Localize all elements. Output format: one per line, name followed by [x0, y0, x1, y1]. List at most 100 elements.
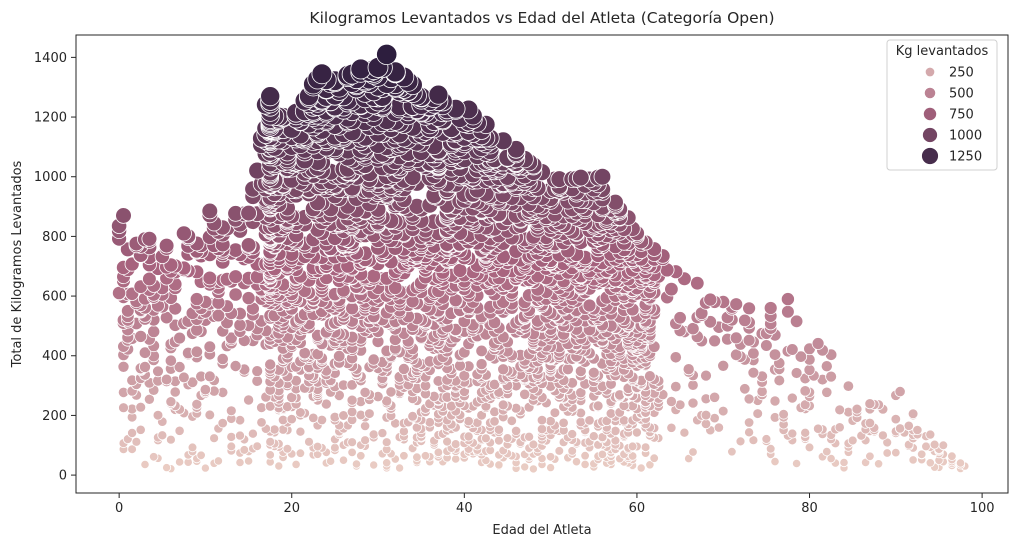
data-point — [229, 359, 242, 372]
data-point — [442, 436, 453, 447]
data-point — [497, 363, 510, 376]
data-point — [644, 370, 656, 383]
data-point — [169, 386, 181, 398]
data-point — [787, 428, 798, 439]
data-point — [506, 415, 518, 427]
data-point — [191, 398, 203, 410]
data-point — [395, 463, 405, 473]
legend-marker — [925, 67, 935, 77]
data-point — [367, 353, 380, 366]
data-point — [134, 329, 148, 343]
data-point — [713, 422, 725, 433]
data-point — [308, 412, 319, 424]
data-point — [165, 396, 177, 408]
data-point — [196, 450, 206, 461]
y-tick-label: 400 — [42, 349, 67, 364]
data-point — [143, 393, 155, 405]
data-point — [376, 43, 398, 66]
data-point — [173, 360, 186, 373]
data-point — [580, 459, 590, 469]
data-point — [743, 417, 755, 428]
data-point — [891, 447, 901, 458]
data-point — [769, 395, 781, 407]
data-point — [202, 270, 218, 286]
data-point — [369, 460, 379, 470]
data-point — [463, 415, 474, 427]
data-point — [763, 301, 778, 315]
data-point — [347, 447, 357, 458]
data-point — [225, 405, 237, 417]
data-point — [686, 322, 700, 336]
data-point — [703, 292, 718, 307]
data-point — [800, 427, 811, 438]
data-point — [729, 331, 743, 345]
data-point — [877, 430, 888, 441]
data-point — [664, 282, 679, 297]
data-point — [475, 344, 488, 358]
data-point — [864, 398, 876, 410]
data-point — [739, 383, 751, 395]
data-point — [851, 403, 863, 415]
data-point — [528, 439, 539, 450]
data-point — [524, 431, 535, 442]
data-point — [947, 451, 957, 461]
data-point — [575, 407, 587, 419]
points-layer — [111, 43, 970, 474]
data-point — [804, 442, 815, 453]
y-axis-title: Total de Kilogramos Levantados — [10, 160, 25, 368]
data-point — [117, 360, 130, 373]
data-point — [152, 409, 164, 421]
data-point — [921, 441, 931, 452]
x-tick-label: 40 — [456, 501, 473, 516]
data-point — [665, 395, 677, 407]
legend-title: Kg levantados — [896, 44, 989, 59]
data-point — [799, 385, 811, 397]
data-point — [234, 415, 246, 426]
data-point — [545, 452, 556, 462]
data-point — [649, 453, 659, 463]
data-point — [687, 397, 699, 409]
data-point — [894, 423, 906, 434]
data-point — [235, 457, 245, 468]
data-point — [536, 414, 548, 426]
data-point — [865, 451, 875, 462]
data-point — [173, 331, 187, 345]
data-point — [381, 437, 392, 448]
data-point — [592, 400, 604, 412]
data-point — [399, 451, 409, 461]
data-point — [251, 375, 264, 387]
data-point — [274, 461, 284, 471]
data-point — [147, 325, 161, 339]
data-point — [593, 167, 612, 186]
data-point — [228, 269, 243, 284]
data-point — [700, 409, 712, 421]
legend-label: 750 — [949, 108, 974, 123]
data-point — [269, 424, 280, 435]
data-point — [135, 401, 147, 413]
data-point — [382, 458, 392, 468]
data-point — [286, 413, 297, 425]
data-point — [537, 453, 547, 464]
data-point — [256, 417, 267, 428]
data-point — [241, 291, 256, 306]
data-point — [761, 434, 772, 444]
data-point — [669, 351, 682, 364]
data-point — [549, 407, 561, 419]
data-point — [839, 457, 849, 468]
data-point — [190, 345, 204, 359]
data-point — [684, 453, 694, 464]
data-point — [165, 434, 176, 445]
data-point — [561, 363, 574, 376]
data-point — [631, 427, 642, 438]
data-point — [330, 442, 340, 453]
data-point — [428, 84, 449, 105]
data-point — [768, 348, 782, 361]
data-point — [825, 370, 837, 383]
data-point — [240, 237, 257, 253]
data-point — [397, 362, 410, 375]
data-point — [112, 285, 127, 301]
data-point — [773, 374, 786, 387]
data-point — [265, 436, 276, 447]
data-point — [571, 168, 590, 187]
